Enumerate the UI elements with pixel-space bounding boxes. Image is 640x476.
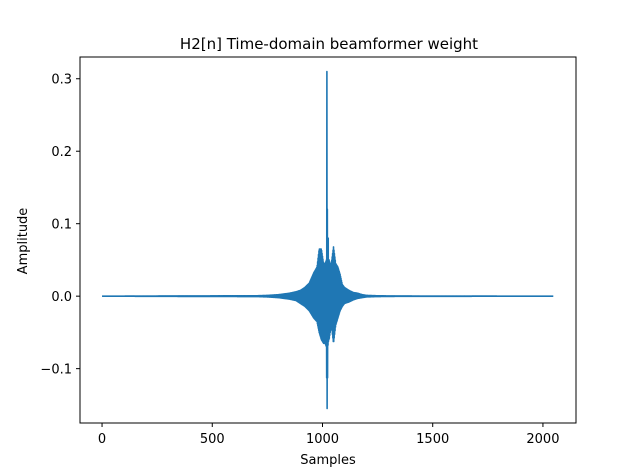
x-axis-label: Samples	[300, 453, 356, 468]
y-tick-label: 0.3	[51, 73, 72, 88]
x-tick-label: 1500	[416, 432, 449, 447]
axes-frame	[79, 56, 577, 424]
chart-title: H2[n] Time-domain beamformer weight	[180, 35, 478, 53]
y-tick-label: 0.0	[51, 290, 72, 305]
y-axis-ticks: −0.1 0.0 0.1 0.2 0.3	[40, 73, 80, 378]
x-tick-label: 500	[200, 432, 225, 447]
plot-area	[79, 56, 577, 424]
y-axis-label: Amplitude	[16, 208, 31, 275]
y-tick-label: 0.2	[51, 145, 72, 160]
y-tick-label: −0.1	[40, 363, 72, 378]
x-axis-ticks: 0 500 1000 1500 2000	[98, 423, 559, 447]
series-line	[101, 70, 554, 410]
y-tick-label: 0.1	[51, 218, 72, 233]
x-tick-label: 0	[98, 432, 106, 447]
x-tick-label: 1000	[306, 432, 339, 447]
x-tick-label: 2000	[526, 432, 559, 447]
